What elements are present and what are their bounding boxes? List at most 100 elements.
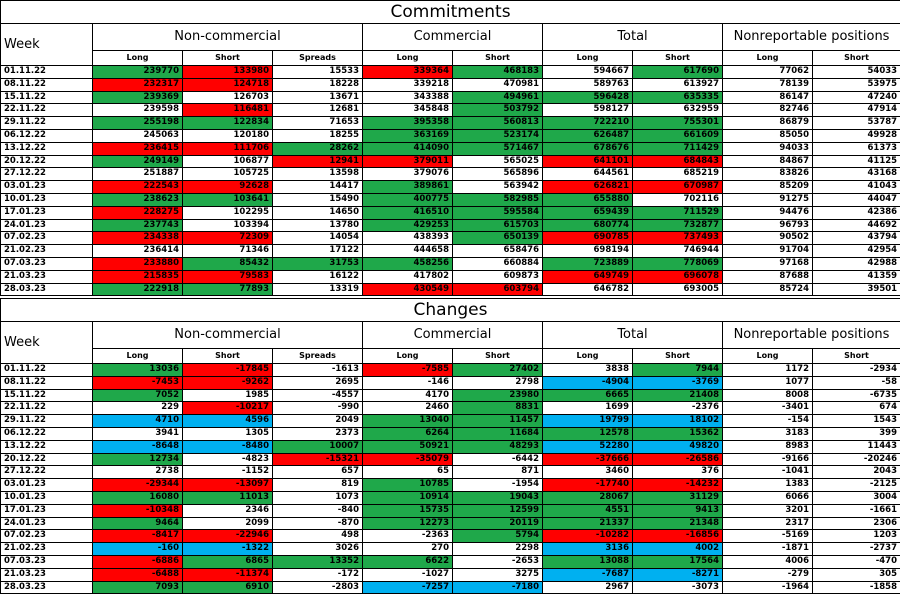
value-cell: 222543 bbox=[92, 180, 183, 194]
data-row: 24.01.23 237743 103394 13780 429253 615703 680… bbox=[0, 218, 900, 233]
value-cell: 11013 bbox=[182, 490, 273, 505]
data-row: 28.03.23 7093 6910 -2803 -7257 -7180 2967 -3073… bbox=[0, 580, 900, 595]
value-cell: -1661 bbox=[811, 503, 900, 518]
value-cell: 1203 bbox=[811, 529, 900, 544]
week-cell: 28.03.23 bbox=[0, 580, 93, 595]
value-cell: -8271 bbox=[632, 567, 723, 582]
value-cell: 603794 bbox=[452, 282, 543, 297]
value-cell: 363169 bbox=[362, 128, 453, 143]
value-cell: 82746 bbox=[722, 103, 813, 118]
data-row: 13.12.22 236415 111706 28262 414090 571467 678… bbox=[0, 141, 900, 156]
value-cell: 690785 bbox=[542, 231, 633, 246]
value-cell: 1172 bbox=[722, 363, 813, 377]
value-cell: -2653 bbox=[452, 554, 543, 569]
data-row: 21.03.23 215835 79583 16122 417802 609873 6497… bbox=[0, 269, 900, 284]
value-cell: 565896 bbox=[452, 167, 543, 182]
value-cell: 15490 bbox=[272, 192, 363, 207]
value-cell: 2043 bbox=[811, 465, 900, 480]
value-cell: 2967 bbox=[542, 580, 633, 595]
value-cell: 19799 bbox=[542, 414, 633, 428]
value-cell: 13352 bbox=[272, 554, 363, 569]
value-cell: 8831 bbox=[452, 401, 543, 416]
value-cell: -1858 bbox=[811, 580, 900, 595]
value-cell: -58 bbox=[811, 375, 900, 390]
value-cell: 10007 bbox=[272, 439, 363, 454]
value-cell: 9413 bbox=[632, 503, 723, 518]
value-cell: -9262 bbox=[182, 375, 273, 390]
value-cell: 94476 bbox=[722, 205, 813, 220]
value-cell: 42386 bbox=[811, 205, 900, 220]
value-cell: -172 bbox=[272, 567, 363, 582]
value-cell: -1964 bbox=[722, 580, 813, 595]
value-cell: 494961 bbox=[452, 90, 543, 105]
value-cell: 49928 bbox=[811, 128, 900, 143]
value-cell: 239770 bbox=[92, 65, 183, 79]
value-cell: -8480 bbox=[182, 439, 273, 454]
value-cell: 376 bbox=[632, 465, 723, 480]
value-cell: 613927 bbox=[632, 77, 723, 92]
value-cell: 2460 bbox=[362, 401, 453, 416]
value-cell: 47240 bbox=[811, 90, 900, 105]
value-cell: -1152 bbox=[182, 465, 273, 480]
value-cell: -37666 bbox=[542, 452, 633, 467]
value-cell: 91275 bbox=[722, 192, 813, 207]
value-cell: 3136 bbox=[542, 542, 633, 556]
value-cell: 90502 bbox=[722, 231, 813, 246]
value-cell: -990 bbox=[272, 401, 363, 416]
value-cell: 14054 bbox=[272, 231, 363, 246]
value-cell: -160 bbox=[92, 542, 183, 556]
section-title: Changes bbox=[0, 298, 900, 322]
value-cell: 71346 bbox=[182, 244, 273, 258]
value-cell: -7585 bbox=[362, 363, 453, 377]
week-cell: 27.12.22 bbox=[0, 167, 93, 182]
value-cell: 702116 bbox=[632, 192, 723, 207]
value-cell: -15321 bbox=[272, 452, 363, 467]
value-cell: -1322 bbox=[182, 542, 273, 556]
value-cell: 778069 bbox=[632, 256, 723, 271]
value-cell: 44692 bbox=[811, 218, 900, 233]
value-cell: -7180 bbox=[452, 580, 543, 595]
value-cell: 15735 bbox=[362, 503, 453, 518]
value-cell: 626821 bbox=[542, 180, 633, 194]
value-cell: 18102 bbox=[632, 414, 723, 428]
value-cell: 27402 bbox=[452, 363, 543, 377]
value-cell: 13780 bbox=[272, 218, 363, 233]
data-row: 15.11.22 7052 1985 -4557 4170 23980 6665 21408 8… bbox=[0, 388, 900, 403]
value-cell: -3401 bbox=[722, 401, 813, 416]
value-cell: -17740 bbox=[542, 478, 633, 492]
value-cell: 399 bbox=[811, 426, 900, 441]
value-cell: -1954 bbox=[452, 478, 543, 492]
value-cell: 42954 bbox=[811, 244, 900, 258]
value-cell: 44047 bbox=[811, 192, 900, 207]
value-cell: 249149 bbox=[92, 154, 183, 169]
value-cell: 9464 bbox=[92, 516, 183, 531]
value-cell: 498 bbox=[272, 529, 363, 544]
week-cell: 01.11.22 bbox=[0, 363, 93, 377]
value-cell: 15533 bbox=[272, 65, 363, 79]
value-cell: 3838 bbox=[542, 363, 633, 377]
value-cell: -14232 bbox=[632, 478, 723, 492]
sub-header: Spreads bbox=[272, 50, 363, 66]
week-cell: 07.03.23 bbox=[0, 256, 93, 271]
value-cell: 678676 bbox=[542, 141, 633, 156]
data-row: 22.11.22 229 -10217 -990 2460 8831 1699 -2376 -3… bbox=[0, 401, 900, 416]
week-cell: 10.01.23 bbox=[0, 490, 93, 505]
value-cell: 106877 bbox=[182, 154, 273, 169]
value-cell: 470981 bbox=[452, 77, 543, 92]
value-cell: 615703 bbox=[452, 218, 543, 233]
value-cell: 458256 bbox=[362, 256, 453, 271]
value-cell: 414090 bbox=[362, 141, 453, 156]
week-cell: 21.03.23 bbox=[0, 269, 93, 284]
group-header: Non-commercial bbox=[92, 321, 363, 349]
value-cell: 305 bbox=[811, 567, 900, 582]
value-cell: 674 bbox=[811, 401, 900, 416]
value-cell: 8983 bbox=[722, 439, 813, 454]
value-cell: 641101 bbox=[542, 154, 633, 169]
value-cell: 595584 bbox=[452, 205, 543, 220]
value-cell: -1613 bbox=[272, 363, 363, 377]
value-cell: 2738 bbox=[92, 465, 183, 480]
week-cell: 17.01.23 bbox=[0, 503, 93, 518]
value-cell: 11457 bbox=[452, 414, 543, 428]
week-cell: 07.03.23 bbox=[0, 554, 93, 569]
value-cell: -9166 bbox=[722, 452, 813, 467]
